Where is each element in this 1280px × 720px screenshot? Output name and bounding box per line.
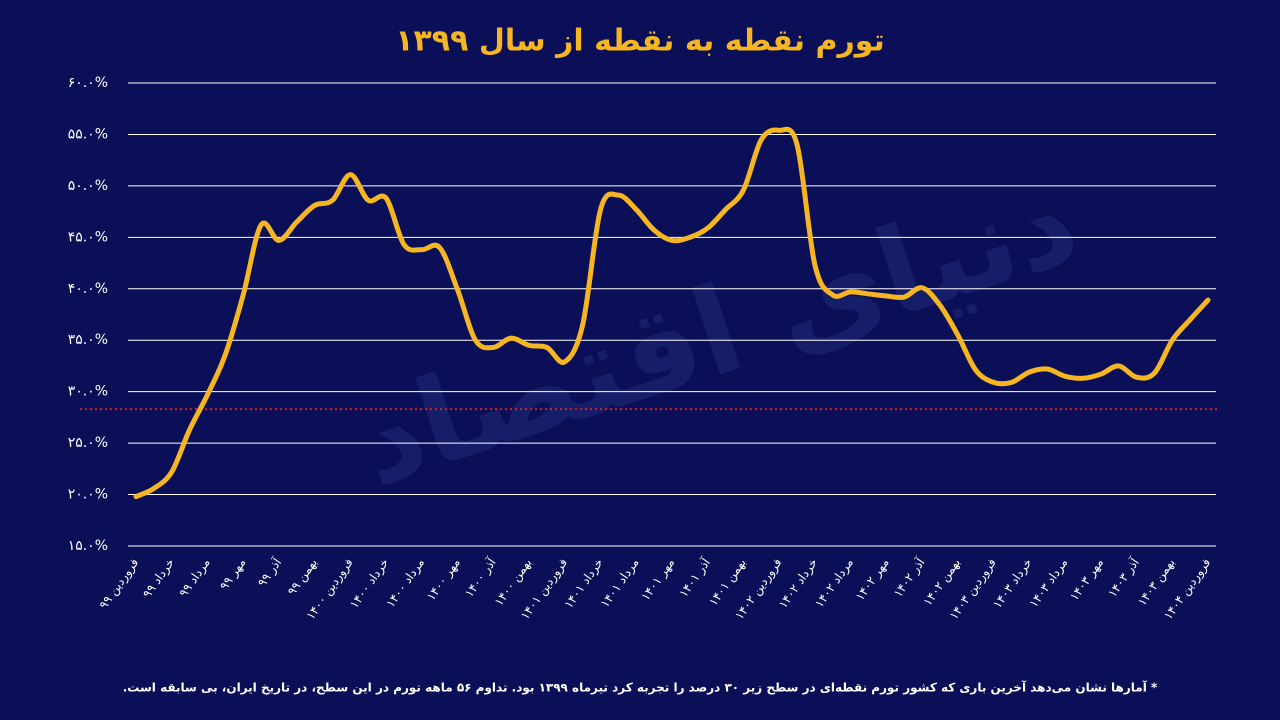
y-tick-label: ۲۰.۰% bbox=[68, 487, 108, 503]
y-tick-label: ۳۵.۰% bbox=[68, 332, 108, 348]
y-tick-label: ۱۵.۰% bbox=[68, 538, 108, 554]
series-line bbox=[133, 126, 1211, 500]
chart-title: تورم نقطه به نقطه از سال ۱۳۹۹ bbox=[395, 24, 885, 59]
y-tick-label: ۶۰.۰% bbox=[68, 75, 108, 91]
y-tick-label: ۴۵.۰% bbox=[68, 229, 108, 245]
footnote: * آمارها نشان می‌دهد آخرین باری که کشور … bbox=[123, 680, 1158, 696]
y-tick-label: ۳۰.۰% bbox=[68, 384, 108, 400]
y-tick-label: ۴۰.۰% bbox=[68, 281, 108, 297]
y-tick-label: ۲۵.۰% bbox=[68, 435, 108, 451]
y-tick-label: ۵۰.۰% bbox=[68, 178, 108, 194]
y-tick-label: ۵۵.۰% bbox=[68, 126, 108, 142]
